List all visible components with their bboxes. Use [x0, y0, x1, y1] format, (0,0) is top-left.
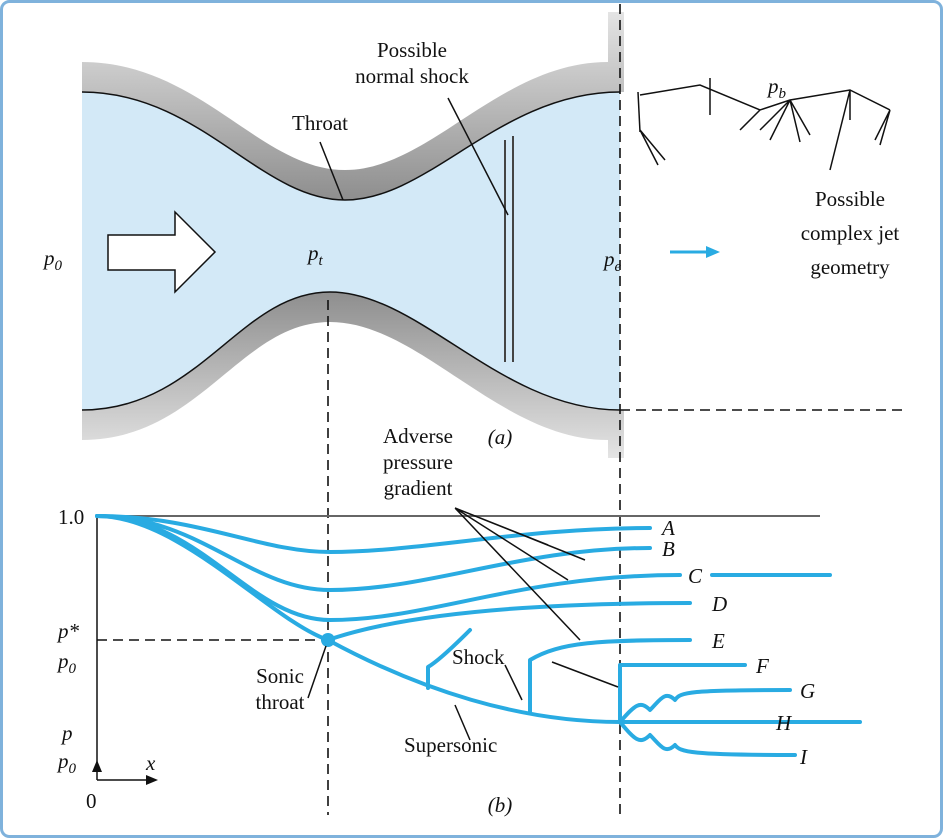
label: Shock [452, 645, 505, 669]
label: 0 [86, 789, 97, 813]
label: p* [56, 619, 80, 643]
curve-label: B [662, 537, 675, 561]
curve-label: G [800, 679, 815, 703]
caption: (b) [488, 793, 513, 817]
label: Throat [292, 111, 348, 135]
curve-label: F [755, 654, 769, 678]
label: x [145, 751, 156, 775]
caption: (a) [488, 425, 513, 449]
curve-label: E [711, 629, 725, 653]
label: 1.0 [58, 505, 84, 529]
label: Supersonic [404, 733, 497, 757]
sonic-point [321, 633, 335, 647]
diagram: Possiblenormal shock Throat p0 pt pe pb … [0, 0, 943, 838]
curve-label: H [775, 711, 793, 735]
curve-label: D [711, 592, 727, 616]
curve-label: C [688, 564, 703, 588]
label: p [60, 721, 73, 745]
curve-label: I [799, 745, 808, 769]
